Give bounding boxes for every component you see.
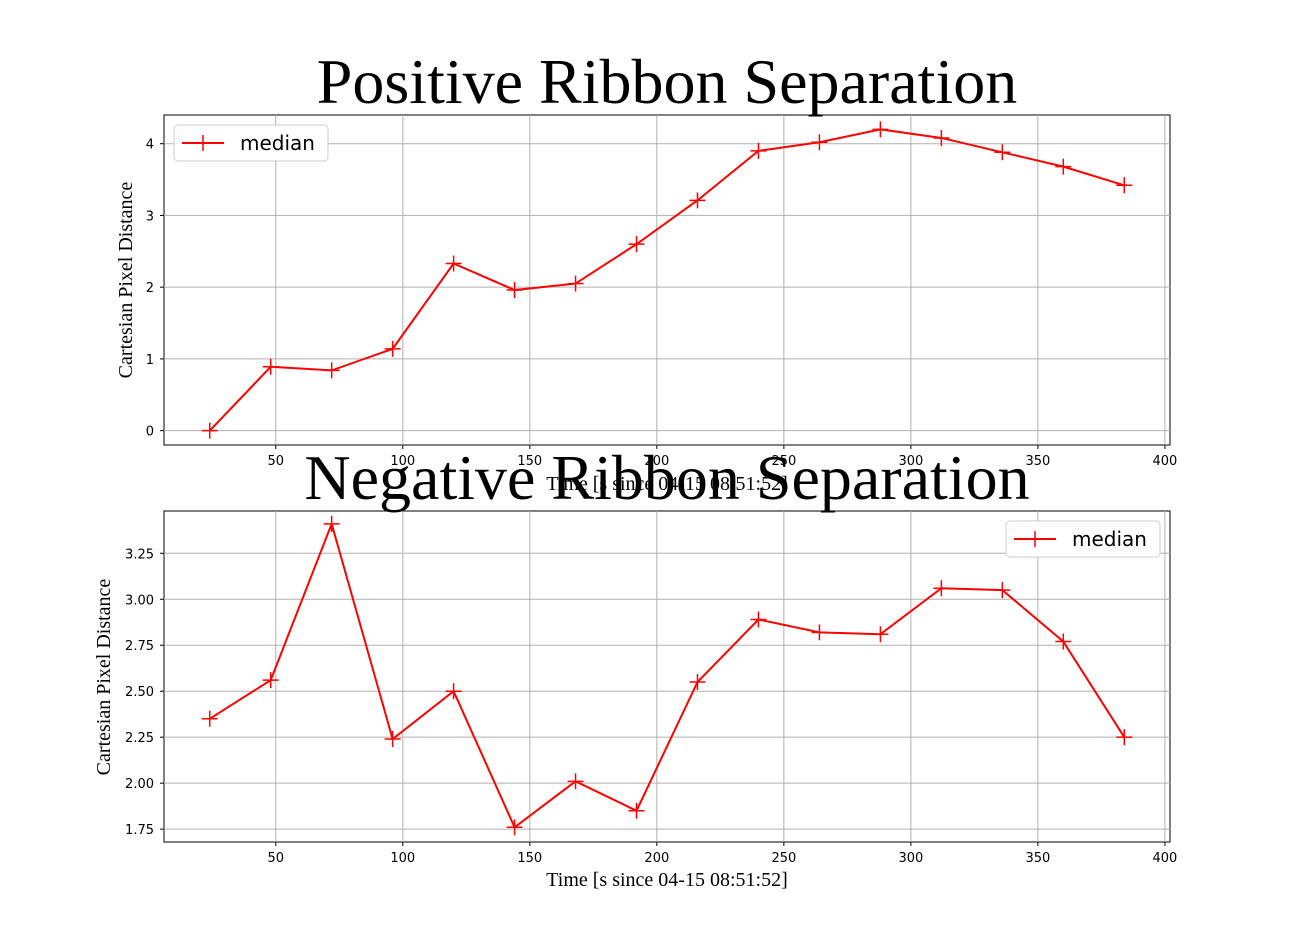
positive-grid (164, 115, 1170, 445)
negative-median-point (628, 802, 645, 819)
negative-axes-frame (163, 510, 1171, 843)
positive-series (201, 121, 1133, 439)
positive-y-tick-label: 2 (146, 281, 154, 296)
positive-x-tick-label: 300 (898, 454, 923, 469)
positive-x-tick-label: 100 (390, 454, 415, 469)
negative-median-point (750, 611, 767, 628)
positive-x-axis-label: Time [s since 04-15 08:51:52] (546, 473, 787, 495)
positive-y-ticks: 0 1 2 3 4 (146, 138, 164, 440)
positive-chart-title: Positive Ribbon Separation (317, 46, 1017, 117)
negative-y-tick-label: 2.75 (125, 639, 154, 654)
negative-x-tick-label: 150 (517, 851, 542, 866)
positive-y-tick-label: 4 (146, 138, 154, 153)
negative-x-tick-label: 300 (898, 851, 923, 866)
positive-ribbon-plot: 50 100 150 200 250 300 350 400 0 1 2 3 4 median Car… (115, 46, 1177, 495)
negative-y-tick-label: 2.25 (125, 731, 154, 746)
positive-median-point (201, 422, 218, 439)
negative-median-line (209, 520, 1126, 829)
positive-median-point (384, 340, 401, 357)
negative-median-point (506, 819, 523, 836)
negative-median-point (1116, 729, 1133, 746)
positive-median-point (628, 236, 645, 253)
positive-median-point (1055, 158, 1072, 175)
positive-median-point (811, 134, 828, 151)
negative-median-point (872, 626, 889, 643)
positive-y-tick-label: 0 (146, 425, 154, 440)
positive-x-tick-label: 350 (1025, 454, 1050, 469)
negative-legend-marker (1027, 531, 1043, 547)
negative-x-tick-label: 100 (390, 851, 415, 866)
positive-x-tick-label: 400 (1153, 454, 1178, 469)
positive-median-point (445, 255, 462, 272)
negative-median-point (323, 515, 340, 532)
negative-chart-title: Negative Ribbon Separation (304, 442, 1029, 513)
negative-y-tick-label: 2.50 (125, 685, 154, 700)
positive-median-point (506, 282, 523, 299)
positive-y-tick-label: 1 (146, 353, 154, 368)
negative-median-point (689, 674, 706, 691)
positive-median-point (567, 275, 584, 292)
negative-median-point (567, 773, 584, 790)
positive-median-point (1116, 177, 1133, 194)
positive-x-tick-label: 150 (517, 454, 542, 469)
negative-y-tick-label: 3.25 (125, 547, 154, 562)
positive-median-point (689, 192, 706, 209)
negative-median-point (384, 731, 401, 748)
negative-x-tick-label: 350 (1025, 851, 1050, 866)
positive-x-tick-label: 250 (771, 454, 796, 469)
negative-median-point (811, 624, 828, 641)
positive-legend-marker (195, 135, 211, 151)
negative-median-point (1055, 633, 1072, 650)
negative-legend-box (1005, 520, 1161, 558)
negative-x-tick-label: 250 (771, 851, 796, 866)
negative-y-ticks: 1.75 2.00 2.25 2.50 2.75 3.00 3.25 (125, 547, 164, 838)
negative-median-point (994, 582, 1011, 599)
negative-median-point (262, 672, 279, 689)
negative-legend: median (1005, 520, 1161, 558)
negative-x-tick-label: 200 (644, 851, 669, 866)
positive-median-line (209, 128, 1125, 432)
positive-x-ticks: 50 100 150 200 250 300 350 400 (268, 445, 1178, 469)
positive-median-point (872, 121, 889, 138)
negative-legend-label: median (1072, 527, 1147, 551)
positive-legend: median (173, 124, 329, 162)
negative-series (201, 515, 1133, 836)
positive-median-point (262, 358, 279, 375)
negative-median-point (445, 683, 462, 700)
positive-median-point (933, 129, 950, 146)
negative-x-tick-label: 400 (1153, 851, 1178, 866)
negative-y-tick-label: 1.75 (125, 823, 154, 838)
positive-median-point (994, 144, 1011, 161)
positive-y-tick-label: 3 (146, 209, 154, 224)
positive-x-tick-label: 50 (268, 454, 285, 469)
positive-median-point (750, 142, 767, 159)
negative-x-axis-label: Time [s since 04-15 08:51:52] (546, 869, 787, 891)
positive-y-axis-label: Cartesian Pixel Distance (115, 182, 137, 379)
positive-legend-label: median (240, 131, 315, 155)
negative-grid (164, 511, 1170, 842)
negative-median-point (201, 710, 218, 727)
negative-y-axis-label: Cartesian Pixel Distance (93, 579, 115, 776)
negative-ribbon-plot: 50 100 150 200 250 300 350 400 1.75 2.00 2.25 2.50… (93, 442, 1177, 891)
positive-axes-frame (163, 114, 1171, 446)
negative-y-tick-label: 2.00 (125, 777, 154, 792)
negative-median-point (933, 580, 950, 597)
positive-median-point (323, 362, 340, 379)
negative-y-tick-label: 3.00 (125, 593, 154, 608)
positive-legend-box (173, 124, 329, 162)
positive-x-tick-label: 200 (644, 454, 669, 469)
negative-x-ticks: 50 100 150 200 250 300 350 400 (268, 842, 1178, 866)
negative-x-tick-label: 50 (268, 851, 285, 866)
